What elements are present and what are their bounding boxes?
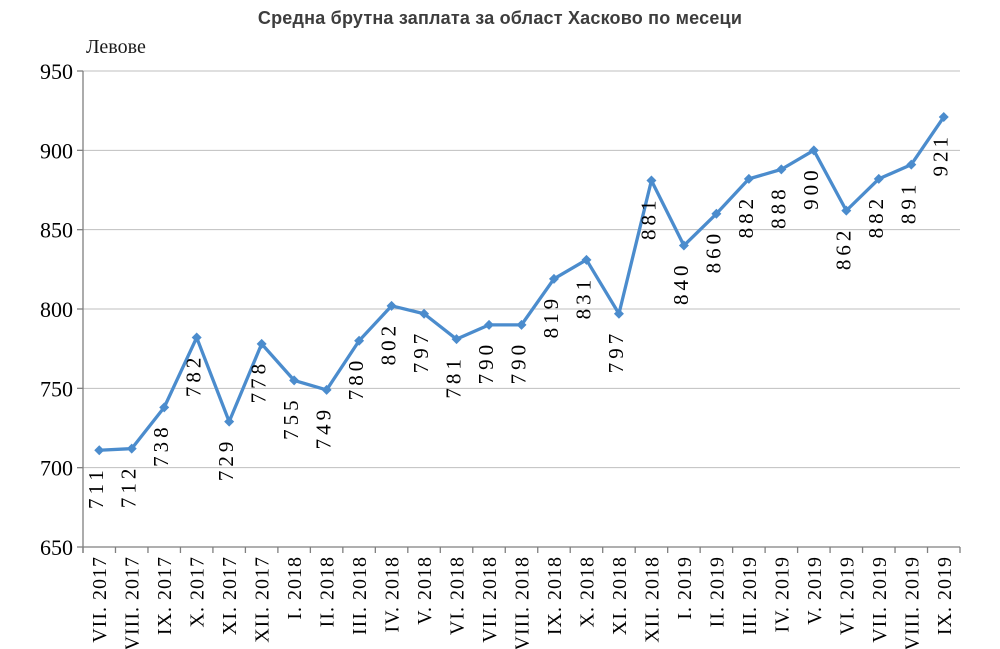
data-point-marker: [548, 273, 559, 284]
data-point-marker: [678, 240, 689, 251]
data-point-marker: [94, 445, 105, 456]
data-point-label: 778: [247, 360, 271, 404]
x-axis-category-label: IV. 2019: [771, 556, 793, 633]
data-point-label: 781: [442, 355, 466, 399]
data-point-marker: [841, 205, 852, 216]
data-point-label: 797: [604, 330, 628, 374]
data-point-label: 882: [734, 195, 758, 239]
data-point-label: 860: [701, 230, 725, 273]
x-axis-category-label: IX. 2018: [544, 556, 566, 635]
data-point-marker: [938, 112, 949, 123]
data-point-label: 831: [571, 276, 595, 320]
x-axis-category-label: VIII. 2019: [901, 556, 923, 649]
data-point-label: 888: [766, 185, 790, 229]
data-point-label: 711: [84, 466, 108, 509]
data-point-marker: [776, 164, 787, 175]
data-point-marker: [613, 308, 624, 319]
data-point-marker: [386, 300, 397, 311]
data-point-label: 780: [344, 357, 368, 401]
data-point-marker: [451, 334, 462, 345]
data-point-marker: [646, 175, 657, 186]
x-axis-category-label: I. 2018: [284, 556, 306, 620]
data-point-marker: [191, 332, 202, 343]
data-point-label: 729: [214, 438, 238, 482]
data-point-marker: [484, 319, 495, 330]
x-axis-category-label: II. 2019: [706, 556, 728, 627]
data-point-marker: [516, 319, 527, 330]
data-point-marker: [256, 338, 267, 349]
x-axis-category-label: V. 2019: [804, 556, 826, 625]
y-axis-tick-label: 700: [40, 456, 73, 481]
y-axis-tick-label: 750: [40, 376, 73, 401]
x-axis-category-label: V. 2018: [414, 556, 436, 625]
x-axis-category-label: XII. 2018: [641, 556, 663, 643]
data-point-marker: [743, 173, 754, 184]
data-point-label: 802: [377, 322, 401, 366]
data-point-marker: [711, 208, 722, 219]
chart-title: Средна брутна заплата за област Хасково …: [257, 8, 743, 28]
x-axis-category-label: VIII. 2018: [512, 556, 534, 649]
x-axis-category-label: XII. 2017: [252, 556, 274, 643]
y-axis-tick-label: 650: [40, 535, 73, 560]
y-axis-tick-label: 950: [40, 59, 73, 84]
data-point-label: 921: [929, 133, 953, 177]
x-axis-category-label: IX. 2017: [154, 556, 176, 635]
data-point-label: 882: [864, 195, 888, 239]
data-point-marker: [419, 308, 430, 319]
data-point-label: 782: [182, 354, 206, 398]
x-axis-category-label: VII. 2019: [869, 556, 891, 643]
data-point-marker: [808, 145, 819, 156]
data-point-label: 840: [669, 262, 693, 306]
data-point-label: 712: [117, 465, 141, 509]
x-axis-category-label: I. 2019: [674, 556, 696, 620]
x-axis-category-label: III. 2018: [349, 556, 371, 635]
data-point-label: 738: [149, 423, 173, 467]
data-point-label: 819: [539, 295, 563, 339]
x-axis-category-label: VII. 2018: [479, 556, 501, 643]
data-point-marker: [289, 375, 300, 386]
x-axis-category-label: IX. 2019: [934, 556, 956, 635]
data-point-label: 891: [896, 181, 920, 225]
y-axis-tick-label: 800: [40, 297, 73, 322]
x-axis-category-label: VII. 2017: [89, 556, 111, 643]
data-point-marker: [126, 443, 137, 454]
x-axis-category-label: X. 2017: [187, 556, 209, 627]
data-point-label: 790: [474, 341, 498, 385]
x-axis-category-label: XI. 2017: [219, 556, 241, 635]
data-point-label: 900: [799, 166, 823, 210]
data-point-label: 790: [507, 341, 531, 385]
x-axis-category-label: VI. 2019: [836, 556, 858, 635]
data-point-label: 881: [636, 196, 660, 240]
x-axis-category-label: II. 2018: [317, 556, 339, 627]
x-axis-category-label: VIII. 2017: [122, 556, 144, 649]
y-axis-tick-label: 850: [40, 218, 73, 243]
x-axis-category-label: XI. 2018: [609, 556, 631, 635]
x-axis-category-label: III. 2019: [739, 556, 761, 635]
data-point-label: 862: [831, 227, 855, 270]
x-axis-category-label: VI. 2018: [447, 556, 469, 635]
data-point-label: 749: [312, 406, 336, 450]
x-axis-category-label: IV. 2018: [382, 556, 404, 633]
data-point-marker: [224, 416, 235, 427]
data-point-marker: [873, 173, 884, 184]
data-point-label: 755: [279, 396, 303, 440]
data-point-marker: [581, 254, 592, 265]
data-point-marker: [906, 159, 917, 170]
y-axis-tick-label: 900: [40, 138, 73, 163]
y-axis-unit-label: Левове: [86, 36, 146, 58]
data-point-marker: [321, 384, 332, 395]
data-point-marker: [159, 402, 170, 413]
data-point-label: 797: [409, 330, 433, 374]
data-point-marker: [354, 335, 365, 346]
x-axis-category-label: X. 2018: [576, 556, 598, 627]
